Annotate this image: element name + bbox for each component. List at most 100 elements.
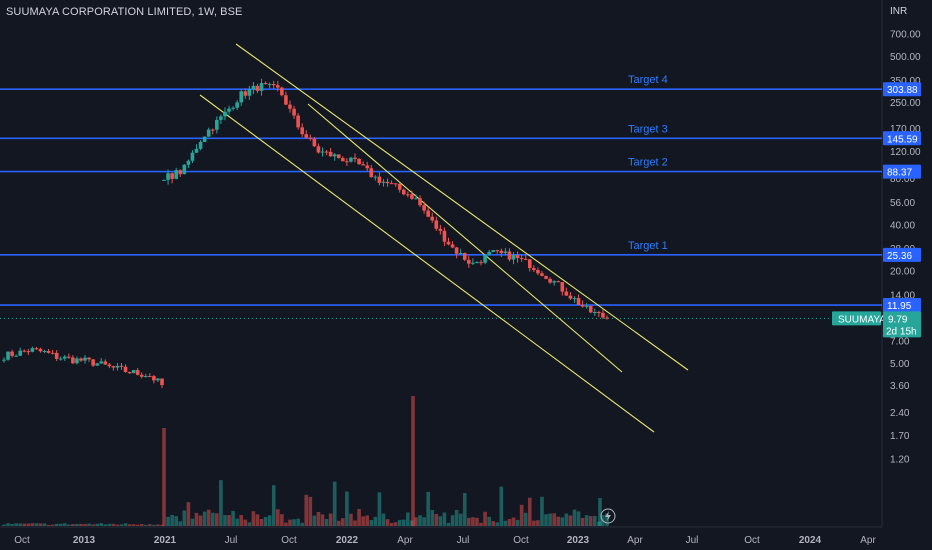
- candle-body: [182, 164, 187, 175]
- target-label: Target 3: [628, 123, 668, 135]
- volume-bar: [223, 515, 227, 526]
- level-price-badge: [883, 164, 921, 179]
- candle-body: [267, 84, 272, 86]
- candle-body: [6, 351, 10, 360]
- candle-body: [458, 252, 463, 254]
- volume-bar: [30, 523, 35, 526]
- candle-body: [353, 157, 357, 159]
- candle-body: [131, 370, 136, 374]
- volume-bar: [316, 511, 321, 526]
- time-tick-label: Oct: [281, 535, 297, 546]
- candle-body: [576, 298, 581, 305]
- volume-bar: [393, 522, 398, 526]
- volume-bar: [174, 516, 178, 526]
- candle-body: [410, 194, 414, 199]
- volume-bar: [139, 524, 144, 526]
- candle-body: [519, 258, 524, 260]
- volume-bar: [324, 518, 329, 526]
- volume-bar: [123, 523, 128, 526]
- candle-body: [91, 359, 95, 366]
- volume-bar: [46, 524, 51, 526]
- volume-bar: [107, 523, 112, 526]
- volume-bar: [152, 524, 156, 526]
- candle-body: [288, 104, 292, 109]
- volume-bar: [487, 516, 491, 526]
- candle-body: [361, 164, 365, 166]
- volume-bar: [103, 524, 108, 526]
- volume-bar: [471, 517, 475, 526]
- candle-body: [292, 108, 296, 116]
- volume-bar: [308, 496, 313, 526]
- volume-bar: [288, 519, 292, 526]
- volume-bar: [491, 521, 496, 526]
- candle-body: [401, 189, 406, 195]
- volume-bar: [312, 515, 317, 526]
- candle-body: [422, 205, 426, 211]
- level-price-badge-text: 145.59: [887, 134, 918, 145]
- volume-bar: [564, 513, 569, 526]
- volume-bar: [499, 486, 504, 526]
- candle-body: [438, 228, 443, 231]
- candle-body: [119, 365, 124, 367]
- time-tick-label: 2024: [799, 535, 822, 546]
- candle-body: [511, 254, 516, 260]
- volume-bar: [377, 492, 382, 526]
- time-tick-label: 2022: [336, 535, 359, 546]
- candle-body: [471, 262, 475, 264]
- volume-bar: [190, 518, 195, 526]
- candle-body: [454, 247, 459, 254]
- volume-bar: [300, 522, 304, 526]
- candle-body: [393, 183, 398, 185]
- price-tick-label: 1.70: [890, 431, 910, 442]
- candle-body: [523, 258, 528, 260]
- candle-body: [30, 348, 35, 352]
- candle-body: [345, 161, 349, 163]
- volume-bar: [148, 524, 152, 526]
- volume-bar: [99, 523, 104, 526]
- candle-body: [202, 136, 207, 142]
- volume-bar: [467, 517, 471, 526]
- candle-body: [580, 304, 585, 307]
- volume-bar: [373, 516, 378, 526]
- volume-bar: [475, 517, 479, 526]
- currency-label: INR: [890, 6, 908, 17]
- volume-bar: [75, 523, 79, 526]
- candle-body: [414, 198, 418, 200]
- candle-body: [67, 356, 71, 358]
- candle-body: [560, 282, 565, 292]
- volume-bar: [186, 502, 191, 526]
- candle-body: [210, 129, 215, 131]
- candle-body: [160, 378, 164, 386]
- volume-bar: [206, 509, 211, 526]
- volume-bar: [576, 511, 581, 526]
- lightning-icon-glyph: [605, 511, 611, 521]
- volume-bar: [292, 519, 296, 526]
- volume-bar: [259, 518, 264, 526]
- volume-bar: [414, 517, 418, 526]
- volume-bar: [280, 514, 284, 526]
- volume-bar: [401, 519, 406, 526]
- candle-body: [336, 154, 341, 159]
- price-tick-label: 20.00: [890, 267, 915, 278]
- candle-body: [10, 351, 14, 356]
- channel-trend-line: [199, 94, 655, 433]
- time-tick-label: 2021: [154, 535, 177, 546]
- volume-bar: [523, 512, 528, 526]
- candle-body: [605, 317, 609, 319]
- candle-body: [243, 91, 248, 96]
- candle-body: [42, 351, 47, 353]
- candle-body: [320, 151, 325, 153]
- candle-body: [271, 84, 276, 86]
- candle-body: [479, 262, 483, 264]
- candle-body: [170, 173, 174, 179]
- time-tick-label: Apr: [627, 535, 643, 546]
- candle-body: [328, 151, 333, 157]
- price-tick-label: 14.00: [890, 290, 915, 301]
- volume-bar: [119, 524, 124, 526]
- volume-bar: [418, 515, 422, 526]
- current-price-value: 9.79: [888, 314, 908, 325]
- volume-bar: [580, 517, 585, 526]
- level-price-badge-text: 25.36: [887, 251, 912, 262]
- volume-bar: [178, 521, 183, 526]
